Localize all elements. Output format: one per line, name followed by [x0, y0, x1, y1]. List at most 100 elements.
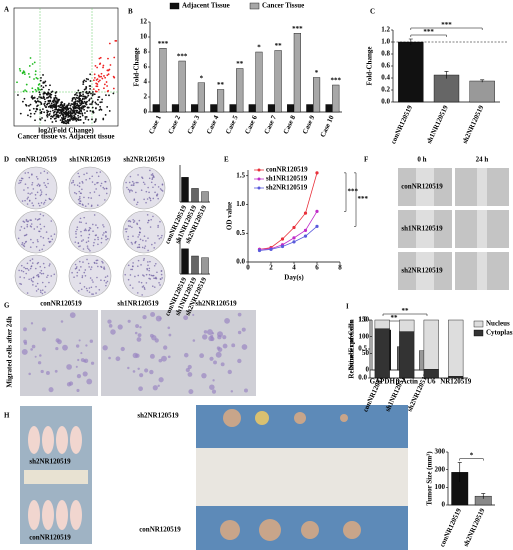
volcano-dot [44, 119, 47, 122]
colony [20, 179, 23, 182]
volcano-dot [104, 76, 107, 79]
colony [106, 275, 109, 277]
colony [40, 272, 43, 275]
colony [149, 169, 151, 172]
marker [280, 244, 285, 249]
colony [19, 282, 21, 285]
volcano-dot [94, 90, 97, 93]
cell [216, 346, 221, 350]
volcano-dot [25, 90, 28, 93]
colony [40, 193, 43, 195]
volcano-dot [58, 106, 61, 108]
y-tick-label: 200 [435, 465, 446, 473]
bar [399, 331, 415, 379]
colony [106, 280, 109, 283]
x-tick-label: 0 [246, 264, 250, 272]
colony [45, 193, 48, 196]
volcano-dot [75, 119, 78, 122]
y-tick-label: 0.0 [236, 258, 245, 266]
volcano-dot [39, 88, 42, 91]
volcano-dot [66, 113, 69, 116]
volcano-dot [91, 106, 94, 109]
cell [222, 335, 227, 340]
bar [267, 104, 275, 113]
y-axis-label: Migrated cells after 24h [6, 316, 14, 387]
colony [26, 262, 29, 265]
colony [157, 186, 160, 188]
volcano-dot [83, 100, 86, 103]
significance: ** [275, 42, 283, 50]
volcano-dot [43, 81, 46, 84]
volcano-dot [90, 97, 93, 99]
colony [21, 177, 24, 180]
cell [55, 346, 59, 351]
volcano-dot [74, 107, 77, 110]
volcano-dot [84, 102, 87, 104]
colony [148, 269, 150, 272]
volcano-dot [40, 84, 43, 87]
colony [145, 190, 148, 193]
colony [86, 289, 89, 292]
colony [152, 274, 155, 277]
bar [399, 319, 415, 332]
x-tick-label: 2 [269, 264, 273, 272]
colony [127, 235, 130, 238]
colony [40, 291, 42, 294]
volcano-dot [64, 106, 67, 109]
volcano-dot [47, 91, 50, 94]
colony [143, 183, 146, 185]
cell [76, 388, 80, 392]
volcano-dot [73, 117, 76, 120]
colony [79, 196, 81, 198]
colony [47, 274, 49, 277]
colony [132, 221, 135, 224]
volcano-dot [79, 115, 82, 118]
bar [433, 74, 460, 103]
group-label: conNR120519 [29, 534, 71, 542]
cell [243, 388, 248, 393]
volcano-dot [106, 85, 108, 87]
volcano-dot [46, 96, 49, 99]
volcano-dot [47, 105, 50, 108]
volcano-dot [25, 83, 28, 86]
y-tick-label: 1.0 [358, 316, 367, 324]
volcano-dot [100, 101, 103, 103]
colony [95, 262, 98, 265]
colony [136, 292, 139, 294]
colony [24, 234, 27, 237]
colony [73, 276, 75, 278]
colony [99, 171, 102, 173]
colony [94, 238, 96, 241]
colony [28, 176, 31, 179]
colony [94, 262, 96, 264]
colony [95, 224, 97, 226]
colony [127, 264, 130, 267]
y-axis-label: OD value [226, 202, 234, 230]
volcano-dot [82, 106, 85, 109]
colony [78, 190, 81, 193]
colony [32, 284, 34, 286]
volcano-dot [92, 79, 95, 82]
caption: Cancer tissue vs. Adjacent tissue [18, 133, 115, 141]
volcano-dot [93, 93, 96, 96]
colony [150, 218, 152, 221]
volcano-dot [31, 63, 34, 65]
colony [75, 236, 77, 239]
colony [93, 241, 95, 244]
colony [80, 234, 83, 237]
colony [135, 181, 138, 184]
colony [90, 204, 93, 207]
volcano-dot [56, 111, 59, 114]
bar [201, 257, 209, 275]
cell [85, 344, 88, 347]
colony [30, 223, 33, 225]
volcano-dot [50, 102, 53, 105]
volcano-dot [96, 83, 99, 85]
colony [97, 236, 99, 239]
colony [77, 290, 80, 292]
x-tick-label: Case 10 [319, 114, 336, 139]
colony [146, 214, 149, 216]
volcano-dot [89, 103, 92, 106]
volcano-dot [56, 99, 59, 101]
cell [34, 355, 37, 358]
